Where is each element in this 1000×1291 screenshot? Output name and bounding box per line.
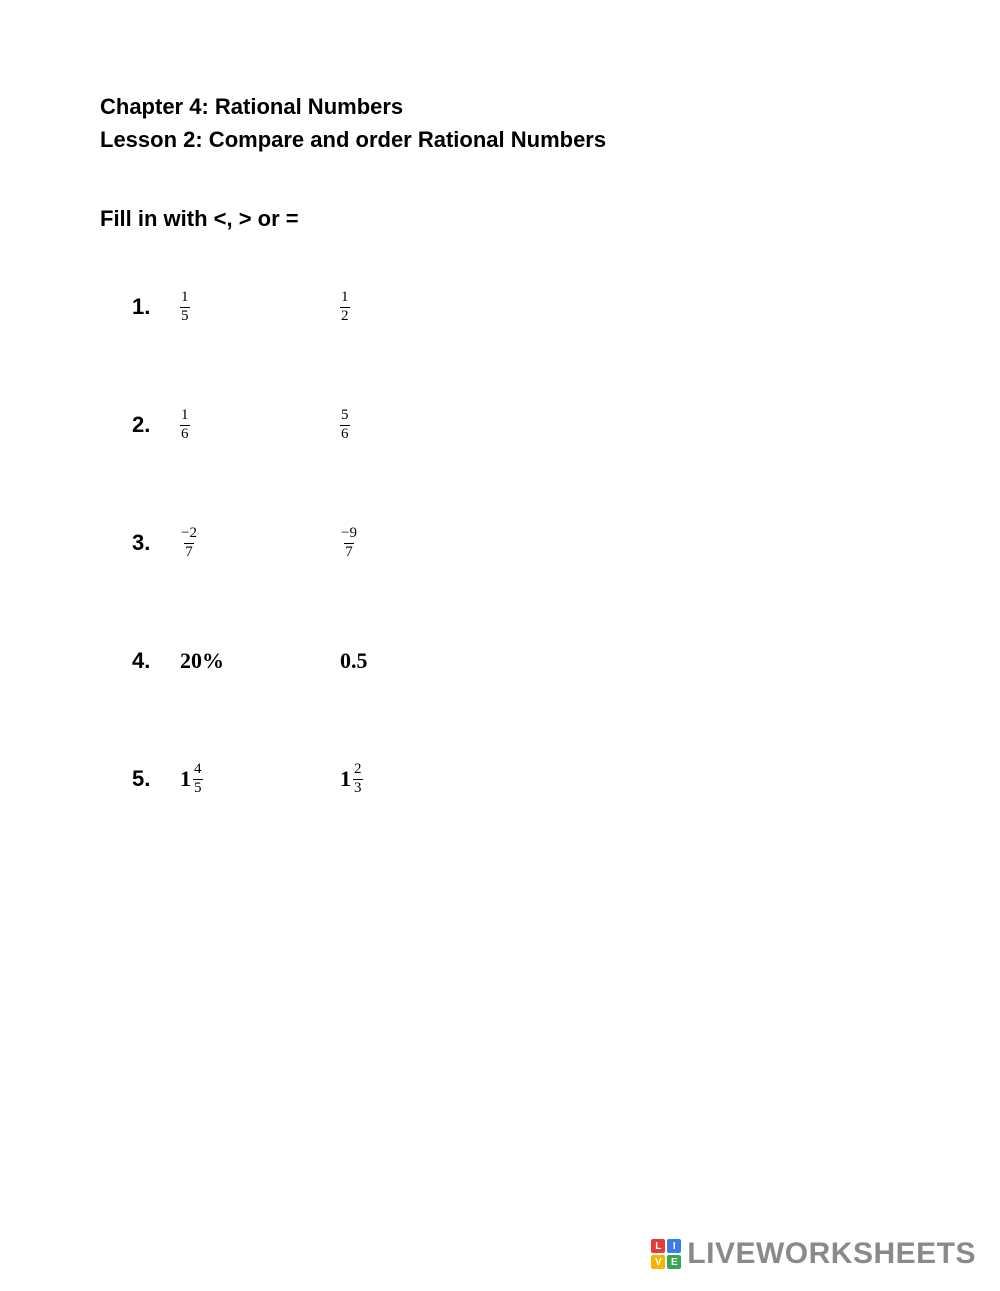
right-value: 0.5 [340, 648, 368, 674]
fraction-denominator: 5 [193, 779, 203, 797]
problems-list: 1.15122.16563.−27−974.20%0.55.145123 [132, 287, 900, 799]
problem-row: 5.145123 [132, 759, 900, 799]
plain-value: 0.5 [340, 648, 368, 674]
answer-blank[interactable] [240, 293, 340, 321]
instruction-text: Fill in with <, > or = [100, 206, 900, 232]
problem-number: 4. [132, 648, 180, 674]
answer-blank[interactable] [240, 529, 340, 557]
fraction-denominator: 6 [340, 425, 350, 443]
mixed-whole: 1 [340, 766, 351, 792]
problem-row: 3.−27−97 [132, 523, 900, 563]
plain-value: 20% [180, 648, 224, 674]
answer-blank[interactable] [240, 765, 340, 793]
fraction: 16 [180, 408, 190, 443]
watermark-logo-cell: V [651, 1255, 665, 1269]
watermark-logo-cell: I [667, 1239, 681, 1253]
right-value: −97 [340, 526, 358, 561]
fraction-denominator: 7 [184, 543, 194, 561]
right-value: 56 [340, 408, 350, 443]
liveworksheets-watermark: LIVE LIVEWORKSHEETS [651, 1237, 976, 1271]
fraction: 15 [180, 290, 190, 325]
answer-blank[interactable] [240, 647, 340, 675]
fraction-numerator: 1 [180, 408, 190, 425]
fraction-denominator: 2 [340, 307, 350, 325]
left-value: 145 [180, 762, 240, 797]
fraction: 12 [340, 290, 350, 325]
fraction-numerator: −9 [340, 526, 358, 543]
fraction: −97 [340, 526, 358, 561]
chapter-title: Chapter 4: Rational Numbers [100, 90, 900, 123]
problem-number: 2. [132, 412, 180, 438]
fraction-denominator: 3 [353, 779, 363, 797]
problem-row: 1.1512 [132, 287, 900, 327]
fraction: −27 [180, 526, 198, 561]
mixed-number: 145 [180, 762, 203, 797]
fraction: 56 [340, 408, 350, 443]
mixed-number: 123 [340, 762, 363, 797]
fraction: 45 [193, 762, 203, 797]
problem-row: 4.20% 0.5 [132, 641, 900, 681]
watermark-text: LIVEWORKSHEETS [687, 1237, 976, 1271]
problem-row: 2.1656 [132, 405, 900, 445]
fraction-numerator: −2 [180, 526, 198, 543]
left-value: −27 [180, 526, 240, 561]
left-value: 16 [180, 408, 240, 443]
fraction-numerator: 1 [180, 290, 190, 307]
problem-number: 3. [132, 530, 180, 556]
fraction-denominator: 7 [344, 543, 354, 561]
lesson-title: Lesson 2: Compare and order Rational Num… [100, 123, 900, 156]
right-value: 12 [340, 290, 350, 325]
fraction-denominator: 5 [180, 307, 190, 325]
fraction: 23 [353, 762, 363, 797]
fraction-denominator: 6 [180, 425, 190, 443]
fraction-numerator: 2 [353, 762, 363, 779]
problem-number: 5. [132, 766, 180, 792]
fraction-numerator: 5 [340, 408, 350, 425]
left-value: 15 [180, 290, 240, 325]
watermark-logo-cell: L [651, 1239, 665, 1253]
left-value: 20% [180, 648, 240, 674]
answer-blank[interactable] [240, 411, 340, 439]
problem-number: 1. [132, 294, 180, 320]
watermark-logo-icon: LIVE [651, 1239, 681, 1269]
right-value: 123 [340, 762, 363, 797]
watermark-logo-cell: E [667, 1255, 681, 1269]
fraction-numerator: 4 [193, 762, 203, 779]
fraction-numerator: 1 [340, 290, 350, 307]
mixed-whole: 1 [180, 766, 191, 792]
